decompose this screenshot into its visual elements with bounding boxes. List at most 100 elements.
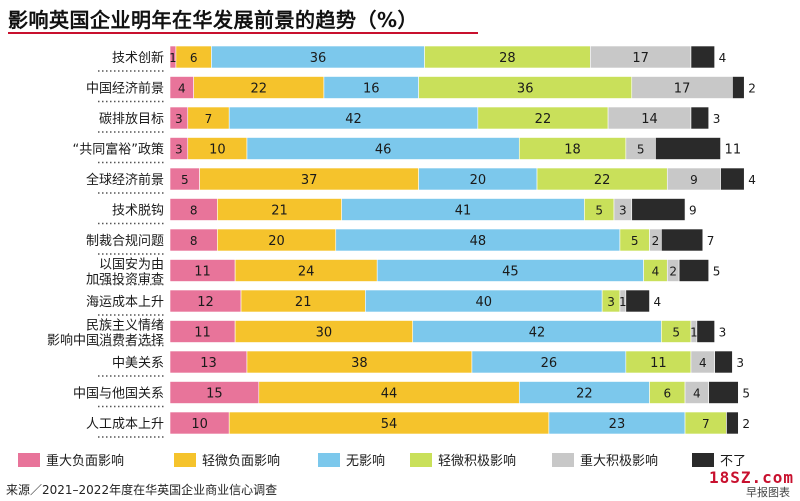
data-label: 14 (641, 112, 658, 127)
data-label: 10 (191, 417, 208, 432)
data-label: 9 (690, 173, 698, 187)
category-label: 以国安为由加强投资审查 (86, 258, 164, 288)
data-label: 3 (713, 112, 721, 126)
data-label: 13 (200, 356, 217, 371)
data-label: 41 (455, 204, 472, 219)
data-label: 5 (631, 234, 639, 248)
data-label: 3 (175, 143, 183, 157)
data-label: 18 (564, 143, 581, 158)
bar-segment (690, 45, 715, 69)
category-label: 人工成本上升 (86, 417, 164, 432)
data-label: 9 (689, 204, 697, 218)
data-label: 22 (576, 387, 593, 402)
category-label: 制裁合规问题 (86, 233, 164, 249)
data-label: 24 (298, 265, 315, 280)
legend-label: 重大负面影响 (46, 453, 124, 469)
data-label: 3 (736, 356, 744, 370)
legend-label: 重大积极影响 (580, 453, 658, 469)
data-label: 5 (181, 173, 189, 187)
data-label: 30 (316, 326, 333, 341)
data-label: 22 (251, 82, 268, 97)
data-label: 8 (190, 204, 198, 218)
data-label: 36 (517, 82, 534, 97)
data-label: 48 (470, 234, 487, 249)
bar-segment (690, 106, 710, 130)
category-label: 民族主义情绪影响中国消费者选择 (47, 318, 164, 349)
legend-swatch (318, 453, 340, 467)
data-label: 4 (699, 356, 707, 370)
bar-segment (696, 320, 715, 343)
data-label: 15 (206, 387, 223, 402)
legend-swatch (692, 453, 714, 467)
category-label: 全球经济前景 (86, 172, 164, 188)
data-label: 1 (169, 51, 177, 65)
data-label: 10 (209, 143, 226, 158)
data-label: 38 (351, 356, 368, 371)
data-label: 1 (619, 295, 627, 309)
category-label: 技术脱钩 (112, 204, 164, 219)
data-label: 37 (301, 173, 318, 188)
data-label: 5 (595, 204, 603, 218)
data-label: 3 (607, 295, 615, 309)
data-label: 28 (499, 51, 516, 66)
data-label: 5 (637, 143, 645, 157)
data-label: 4 (178, 82, 186, 96)
data-label: 17 (632, 51, 649, 66)
data-label: 45 (502, 265, 519, 280)
data-label: 23 (609, 417, 626, 432)
data-label: 2 (669, 265, 677, 279)
bar-segment (678, 259, 710, 282)
data-label: 22 (594, 173, 611, 188)
data-label: 54 (381, 417, 398, 432)
category-label: 碳排放目标 (99, 112, 164, 127)
data-label: 8 (190, 234, 198, 248)
data-label: 5 (713, 265, 721, 279)
watermark: 18SZ.com (708, 468, 794, 487)
data-label: 5 (672, 326, 680, 340)
legend-label: 轻微负面影响 (202, 453, 280, 469)
data-label: 20 (470, 173, 487, 188)
source-note: 来源／2021–2022年度在华英国企业商业信心调查 (6, 483, 278, 497)
data-label: 6 (190, 51, 198, 65)
data-label: 3 (175, 112, 183, 126)
bar-segment (661, 228, 704, 252)
data-label: 40 (475, 295, 492, 310)
data-label: 11 (650, 356, 667, 371)
bar-segment (732, 76, 745, 99)
data-label: 6 (663, 387, 671, 401)
bar-segment (655, 137, 721, 160)
category-label: 技术创新 (112, 50, 164, 66)
data-label: 42 (345, 112, 362, 127)
data-label: 2 (748, 82, 756, 96)
bar-segment (708, 381, 739, 404)
category-label: “共同富裕”政策 (73, 142, 164, 158)
data-label: 4 (652, 265, 660, 279)
category-label: 中国与他国关系 (73, 387, 164, 402)
bar-segment (631, 198, 686, 221)
data-label: 7 (205, 112, 213, 126)
bar-segment (625, 289, 650, 313)
data-label: 7 (702, 417, 710, 431)
data-label: 22 (535, 112, 552, 127)
data-label: 4 (748, 173, 756, 187)
data-label: 11 (194, 326, 211, 341)
legend-swatch (552, 453, 574, 467)
legend-label: 无影响 (346, 453, 385, 469)
data-label: 4 (693, 387, 701, 401)
title-underline (8, 32, 478, 34)
chart-title: 影响英国企业明年在华发展前景的趋势（%） (8, 8, 419, 32)
data-label: 7 (707, 234, 715, 248)
data-label: 5 (742, 387, 750, 401)
legend-swatch (18, 453, 40, 467)
category-label: 中美关系 (112, 356, 164, 371)
data-label: 12 (197, 295, 214, 310)
data-label: 42 (529, 326, 546, 341)
data-label: 1 (690, 326, 698, 340)
legend-swatch (174, 453, 196, 467)
data-label: 3 (719, 326, 727, 340)
data-label: 3 (619, 204, 627, 218)
data-label: 2 (742, 417, 750, 431)
data-label: 11 (725, 143, 742, 158)
bar-segment (720, 167, 745, 191)
